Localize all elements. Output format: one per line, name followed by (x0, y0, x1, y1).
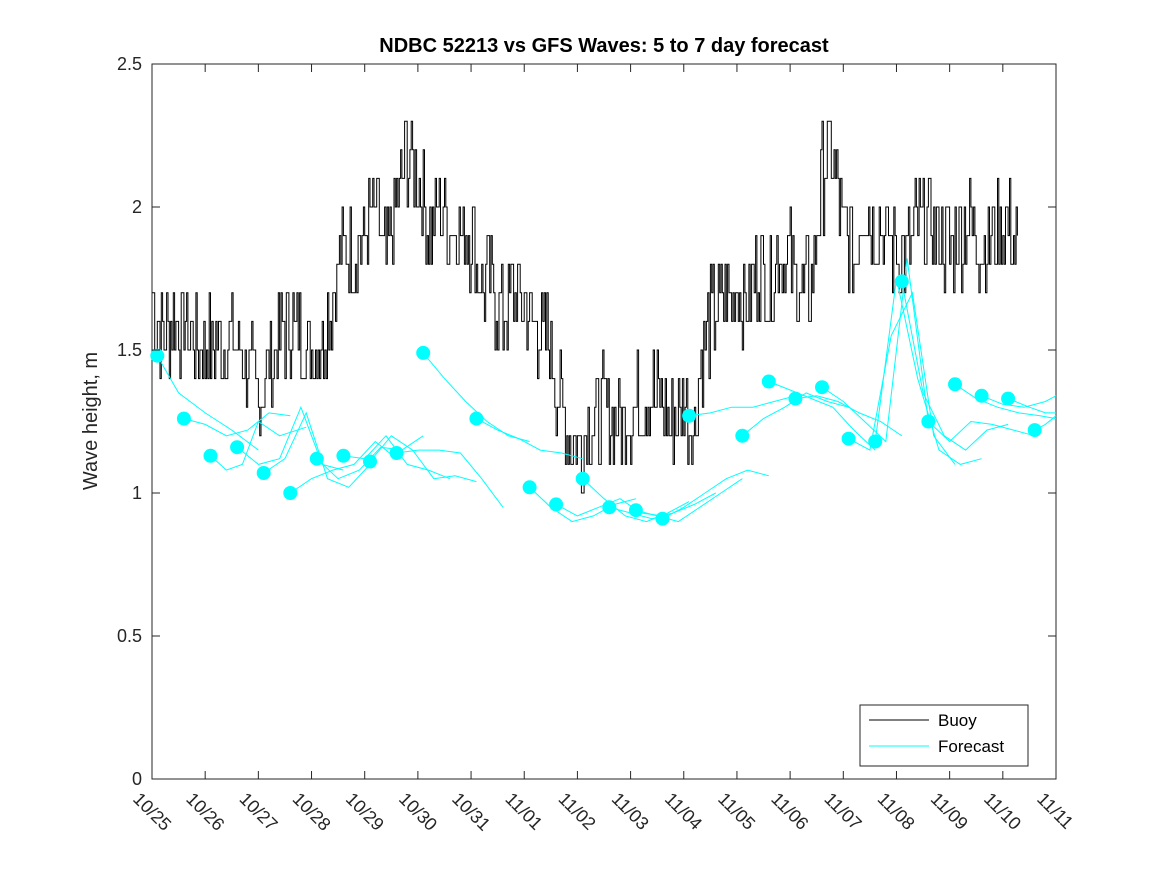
forecast-marker (682, 408, 697, 423)
forecast-marker (522, 480, 537, 495)
forecast-marker (894, 274, 909, 289)
forecast-marker (788, 391, 803, 406)
forecast-marker (256, 466, 271, 480)
forecast-line-25 (874, 278, 982, 465)
forecast-marker (948, 377, 962, 392)
forecast-marker (416, 345, 431, 360)
forecast-marker (1001, 391, 1016, 406)
forecast-marker (815, 380, 829, 395)
forecast-marker (868, 434, 883, 449)
forecast-marker (655, 511, 670, 526)
forecast-series (156, 258, 1057, 523)
legend-box (859, 704, 1029, 767)
forecast-marker (150, 348, 165, 363)
forecast-marker (575, 471, 590, 486)
forecast-line-21 (768, 381, 876, 451)
forecast-marker (176, 411, 191, 426)
forecast-line-12 (476, 418, 583, 460)
forecast-line-11 (422, 352, 530, 442)
y-tick-label: 0.5 (117, 626, 142, 646)
legend-buoy-label: Buoy (938, 711, 977, 730)
forecast-marker (549, 497, 564, 512)
forecast-line-29 (981, 395, 1057, 408)
forecast-markers (150, 274, 1042, 526)
forecast-marker (761, 374, 776, 389)
forecast-marker (203, 448, 218, 463)
forecast-line-17 (635, 478, 743, 523)
axes-box (151, 63, 1057, 780)
forecast-line-1 (156, 355, 259, 451)
y-tick-label: 2 (132, 197, 142, 217)
forecast-marker (389, 446, 404, 460)
forecast-line-24 (848, 291, 956, 465)
forecast-line-27 (928, 420, 1035, 443)
forecast-marker (469, 411, 484, 426)
forecast-marker (336, 448, 351, 463)
forecast-marker (921, 414, 936, 429)
forecast-line-15 (582, 478, 690, 523)
forecast-line-10 (396, 449, 504, 508)
legend: Buoy Forecast (859, 704, 1029, 767)
forecast-marker (309, 451, 324, 466)
forecast-line-13 (529, 486, 637, 523)
forecast-marker (363, 454, 377, 469)
forecast-marker (602, 500, 617, 515)
y-axis: 0 0.5 1 1.5 2 2.5 (117, 54, 1056, 789)
y-tick-label: 1 (132, 483, 142, 503)
forecast-marker (735, 428, 750, 443)
forecast-marker (841, 431, 856, 446)
forecast-marker (628, 503, 643, 518)
buoy-line (152, 120, 1018, 494)
forecast-line-3 (210, 420, 307, 471)
y-tick-label: 2.5 (117, 54, 142, 74)
forecast-line-6 (290, 440, 397, 494)
chart-title: NDBC 52213 vs GFS Waves: 5 to 7 day fore… (379, 35, 829, 57)
forecast-marker (1027, 423, 1042, 438)
forecast-line-2 (183, 412, 291, 437)
y-axis-label: Wave height, m (80, 352, 102, 490)
buoy-series (152, 120, 1018, 494)
forecast-line-9 (369, 435, 477, 483)
legend-forecast-label: Forecast (938, 737, 1004, 756)
forecast-line-5 (263, 411, 371, 488)
y-tick-label: 1.5 (117, 340, 142, 360)
forecast-line-19 (689, 395, 796, 417)
forecast-line-4 (236, 405, 344, 471)
forecast-line-23 (821, 258, 929, 443)
y-tick-label: 0 (132, 769, 142, 789)
forecast-marker (974, 388, 989, 403)
forecast-line-28 (954, 383, 1057, 420)
forecast-line-18 (662, 469, 769, 520)
plot-area (150, 63, 1057, 780)
forecast-line-22 (795, 395, 903, 437)
forecast-line-26 (901, 281, 1009, 451)
forecast-marker (283, 486, 298, 500)
forecast-line-30 (1007, 398, 1056, 414)
forecast-marker (230, 440, 245, 455)
